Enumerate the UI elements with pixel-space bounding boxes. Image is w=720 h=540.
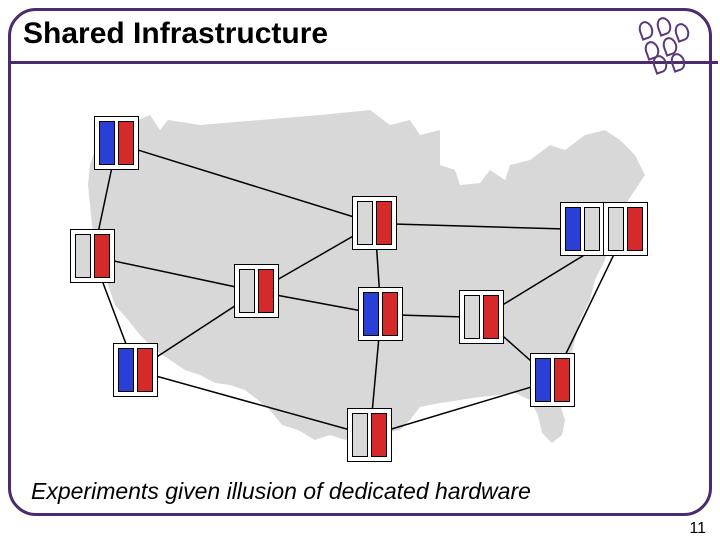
- node-sw: [113, 343, 158, 397]
- network-nodes-layer: [0, 0, 720, 540]
- node-scen: [459, 290, 504, 344]
- node-north: [352, 196, 397, 250]
- node-se: [530, 353, 575, 407]
- bar-blue: [118, 348, 134, 392]
- bar-red: [118, 121, 134, 165]
- node-ne1: [560, 202, 605, 256]
- bar-red: [371, 413, 387, 457]
- page-number: 11: [689, 520, 706, 538]
- bar-red: [627, 207, 643, 251]
- bar-blue: [565, 207, 581, 251]
- node-mid: [234, 264, 279, 318]
- bar-red: [382, 292, 398, 336]
- bar-grey: [75, 234, 91, 278]
- node-ne2: [603, 202, 648, 256]
- bar-grey: [352, 413, 368, 457]
- bar-grey: [357, 201, 373, 245]
- node-nw: [94, 116, 139, 170]
- bar-red: [94, 234, 110, 278]
- node-cen: [358, 287, 403, 341]
- node-west: [70, 229, 115, 283]
- bar-grey: [584, 207, 600, 251]
- bar-grey: [608, 207, 624, 251]
- bar-red: [554, 358, 570, 402]
- bar-red: [483, 295, 499, 339]
- bar-blue: [99, 121, 115, 165]
- bar-grey: [239, 269, 255, 313]
- bar-red: [258, 269, 274, 313]
- bar-blue: [535, 358, 551, 402]
- bar-red: [137, 348, 153, 392]
- bar-blue: [363, 292, 379, 336]
- bar-grey: [464, 295, 480, 339]
- node-south: [347, 408, 392, 462]
- bar-red: [376, 201, 392, 245]
